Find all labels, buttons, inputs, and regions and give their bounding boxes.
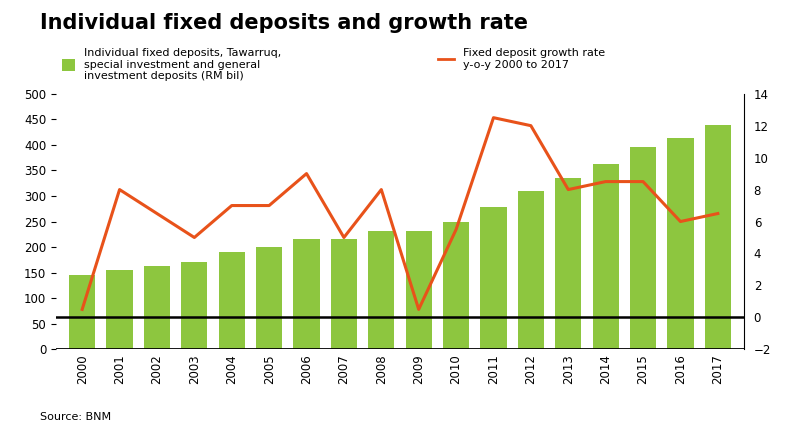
Bar [106, 270, 133, 349]
Bar [630, 147, 656, 349]
Bar [331, 239, 357, 349]
Bar [667, 138, 694, 349]
Bar [294, 239, 320, 349]
Bar [406, 231, 432, 349]
Bar [256, 247, 282, 349]
Bar [518, 191, 544, 349]
Bar [218, 252, 245, 349]
Bar [555, 178, 582, 349]
Legend: Individual fixed deposits, Tawarruq,
special investment and general
investment d: Individual fixed deposits, Tawarruq, spe… [62, 48, 281, 81]
Text: Source: BNM: Source: BNM [40, 412, 111, 422]
Text: Individual fixed deposits and growth rate: Individual fixed deposits and growth rat… [40, 13, 528, 33]
Bar [480, 207, 506, 349]
Bar [705, 125, 731, 349]
Legend: Fixed deposit growth rate
y-o-y 2000 to 2017: Fixed deposit growth rate y-o-y 2000 to … [438, 48, 606, 70]
Bar [144, 266, 170, 349]
Bar [368, 231, 394, 349]
Bar [443, 222, 469, 349]
Bar [69, 275, 95, 349]
Bar [593, 164, 618, 349]
Bar [182, 262, 207, 349]
